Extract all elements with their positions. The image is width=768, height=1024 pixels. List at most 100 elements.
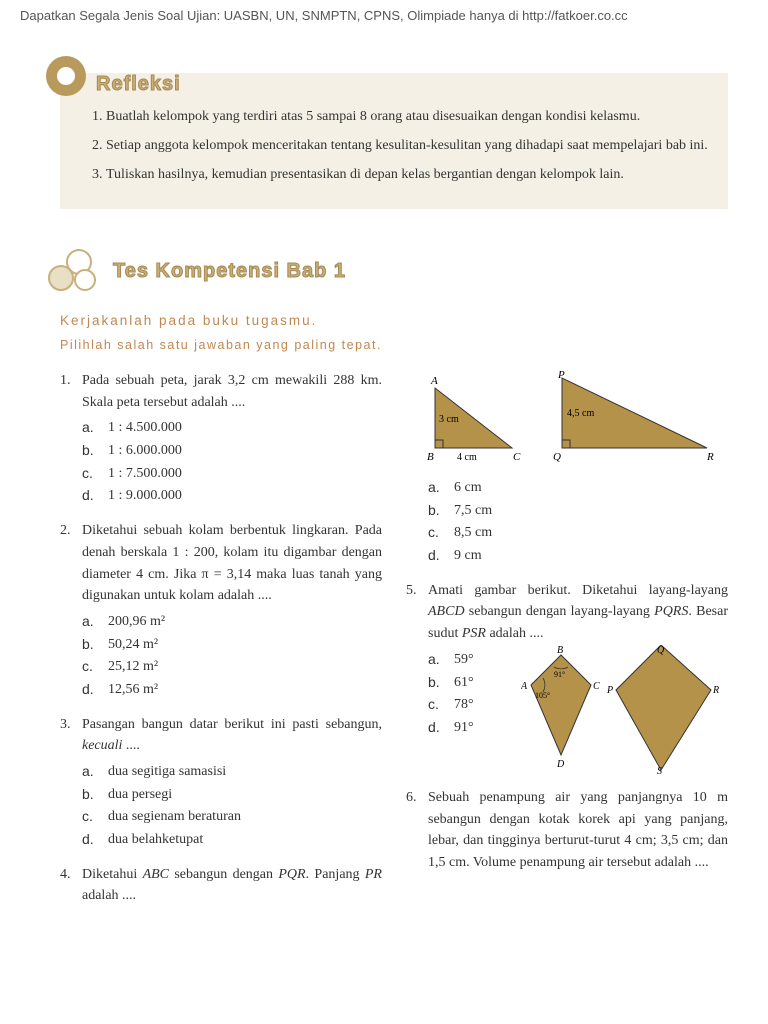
q5-post: adalah .... [486, 626, 544, 641]
q4-t3: PR [365, 867, 382, 882]
top-banner: Dapatkan Segala Jenis Soal Ujian: UASBN,… [20, 8, 728, 23]
svg-text:3 cm: 3 cm [439, 414, 459, 425]
opt-text: dua belahketupat [108, 829, 203, 851]
q3-post: .... [122, 738, 140, 753]
opt-label: b. [428, 500, 454, 522]
qnum: 3. [60, 714, 82, 852]
opt-text: 8,5 cm [454, 522, 492, 544]
opt-label: d. [428, 545, 454, 567]
qnum: 2. [60, 520, 82, 702]
opt-label: b. [82, 634, 108, 656]
refleksi-header: Refleksi [46, 73, 712, 96]
opt-label: c. [428, 522, 454, 544]
question-4-opts: a.6 cm b.7,5 cm c.8,5 cm d.9 cm [428, 473, 728, 568]
opt-text: dua segienam beraturan [108, 806, 241, 828]
opt-text: 200,96 m² [108, 611, 165, 633]
q4-mid2: . Panjang [306, 867, 365, 882]
refleksi-item: Setiap anggota kelompok menceritakan ten… [106, 135, 712, 156]
svg-text:4 cm: 4 cm [457, 452, 477, 463]
kites-icon: B A C D 91° 105° Q P R S [521, 645, 721, 775]
qnum: 1. [60, 370, 82, 508]
opt-text: 12,56 m² [108, 679, 158, 701]
opt-label: b. [82, 440, 108, 462]
svg-text:P: P [557, 370, 565, 381]
instruction: Kerjakanlah pada buku tugasmu. [60, 313, 728, 328]
question-5: 5. Amati gambar berikut. Diketahui layan… [406, 580, 728, 775]
svg-text:P: P [606, 685, 613, 696]
opt-label: d. [82, 679, 108, 701]
tes-title: Tes Kompetensi Bab 1 [113, 260, 346, 283]
question-1: 1. Pada sebuah peta, jarak 3,2 cm mewaki… [60, 370, 382, 508]
opt-text: 91° [454, 717, 474, 739]
q1-text: Pada sebuah peta, jarak 3,2 cm mewakili … [82, 373, 382, 410]
sub-instruction: Pilihlah salah satu jawaban yang paling … [60, 338, 728, 352]
qnum: 4. [60, 864, 82, 907]
opt-text: 1 : 7.500.000 [108, 463, 182, 485]
opt-text: dua segitiga samasisi [108, 761, 226, 783]
q3-text: Pasangan bangun datar berikut ini pasti … [82, 717, 382, 732]
refleksi-list: Buatlah kelompok yang terdiri atas 5 sam… [76, 106, 712, 185]
left-column: 1. Pada sebuah peta, jarak 3,2 cm mewaki… [60, 370, 382, 919]
opt-text: 1 : 4.500.000 [108, 417, 182, 439]
svg-text:S: S [657, 766, 662, 775]
opt-label: a. [82, 417, 108, 439]
svg-text:R: R [712, 685, 719, 696]
q4-t1: ABC [143, 867, 169, 882]
opt-label: c. [82, 463, 108, 485]
opt-text: 78° [454, 694, 474, 716]
opt-text: 6 cm [454, 477, 482, 499]
refleksi-item: Buatlah kelompok yang terdiri atas 5 sam… [106, 106, 712, 127]
svg-text:105°: 105° [535, 691, 550, 700]
opt-text: 9 cm [454, 545, 482, 567]
svg-text:Q: Q [657, 645, 665, 656]
question-4: 4. Diketahui ABC sebangun dengan PQR. Pa… [60, 864, 382, 907]
question-3: 3. Pasangan bangun datar berikut ini pas… [60, 714, 382, 852]
opt-label: c. [82, 656, 108, 678]
opt-text: dua persegi [108, 784, 172, 806]
svg-text:4,5 cm: 4,5 cm [567, 408, 594, 419]
triangle-pqr-icon: P Q R 4,5 cm [547, 370, 717, 465]
qnum: 6. [406, 787, 428, 874]
opt-text: 50,24 m² [108, 634, 158, 656]
opt-text: 7,5 cm [454, 500, 492, 522]
opt-label: b. [428, 672, 454, 694]
svg-text:C: C [513, 451, 521, 463]
opt-label: a. [428, 649, 454, 671]
refleksi-item: Tuliskan hasilnya, kemudian presentasika… [106, 164, 712, 185]
q6-text: Sebuah penampung air yang panjang­nya 10… [428, 790, 728, 870]
q4-t2: PQR [278, 867, 305, 882]
svg-text:A: A [430, 375, 438, 387]
q2-text: Diketahui sebuah kolam berbentuk lingkar… [82, 523, 382, 603]
refleksi-box: Refleksi Buatlah kelompok yang terdiri a… [60, 73, 728, 209]
question-6: 6. Sebuah penampung air yang panjang­nya… [406, 787, 728, 874]
q3-italic: kecuali [82, 738, 122, 753]
q5-t1: ABCD [428, 604, 465, 619]
q5-mid: sebangun dengan layang-layang [465, 604, 655, 619]
svg-text:R: R [706, 451, 714, 463]
opt-label: a. [82, 611, 108, 633]
opt-label: a. [428, 477, 454, 499]
qnum: 5. [406, 580, 428, 775]
opt-label: a. [82, 761, 108, 783]
triangle-abc-icon: A B C 3 cm 4 cm [417, 370, 537, 465]
svg-text:91°: 91° [554, 670, 565, 679]
opt-label: c. [428, 694, 454, 716]
opt-text: 1 : 6.000.000 [108, 440, 182, 462]
opt-text: 25,12 m² [108, 656, 158, 678]
opt-text: 61° [454, 672, 474, 694]
right-column: A B C 3 cm 4 cm P Q R 4,5 cm a.6 cm b.7,… [406, 370, 728, 919]
opt-label: c. [82, 806, 108, 828]
circle-icon [46, 56, 86, 96]
svg-text:A: A [521, 681, 528, 692]
opt-label: d. [82, 829, 108, 851]
q4-text: Diketahui [82, 867, 143, 882]
q4-post: adalah .... [82, 888, 136, 903]
svg-text:D: D [556, 759, 565, 770]
opt-label: d. [428, 717, 454, 739]
q5-text: Amati gambar berikut. Diketahui layang-l… [428, 583, 728, 598]
opt-text: 59° [454, 649, 474, 671]
svg-text:B: B [427, 451, 434, 463]
svg-text:C: C [593, 681, 600, 692]
svg-text:Q: Q [553, 451, 561, 463]
triangles-figure: A B C 3 cm 4 cm P Q R 4,5 cm [406, 370, 728, 465]
